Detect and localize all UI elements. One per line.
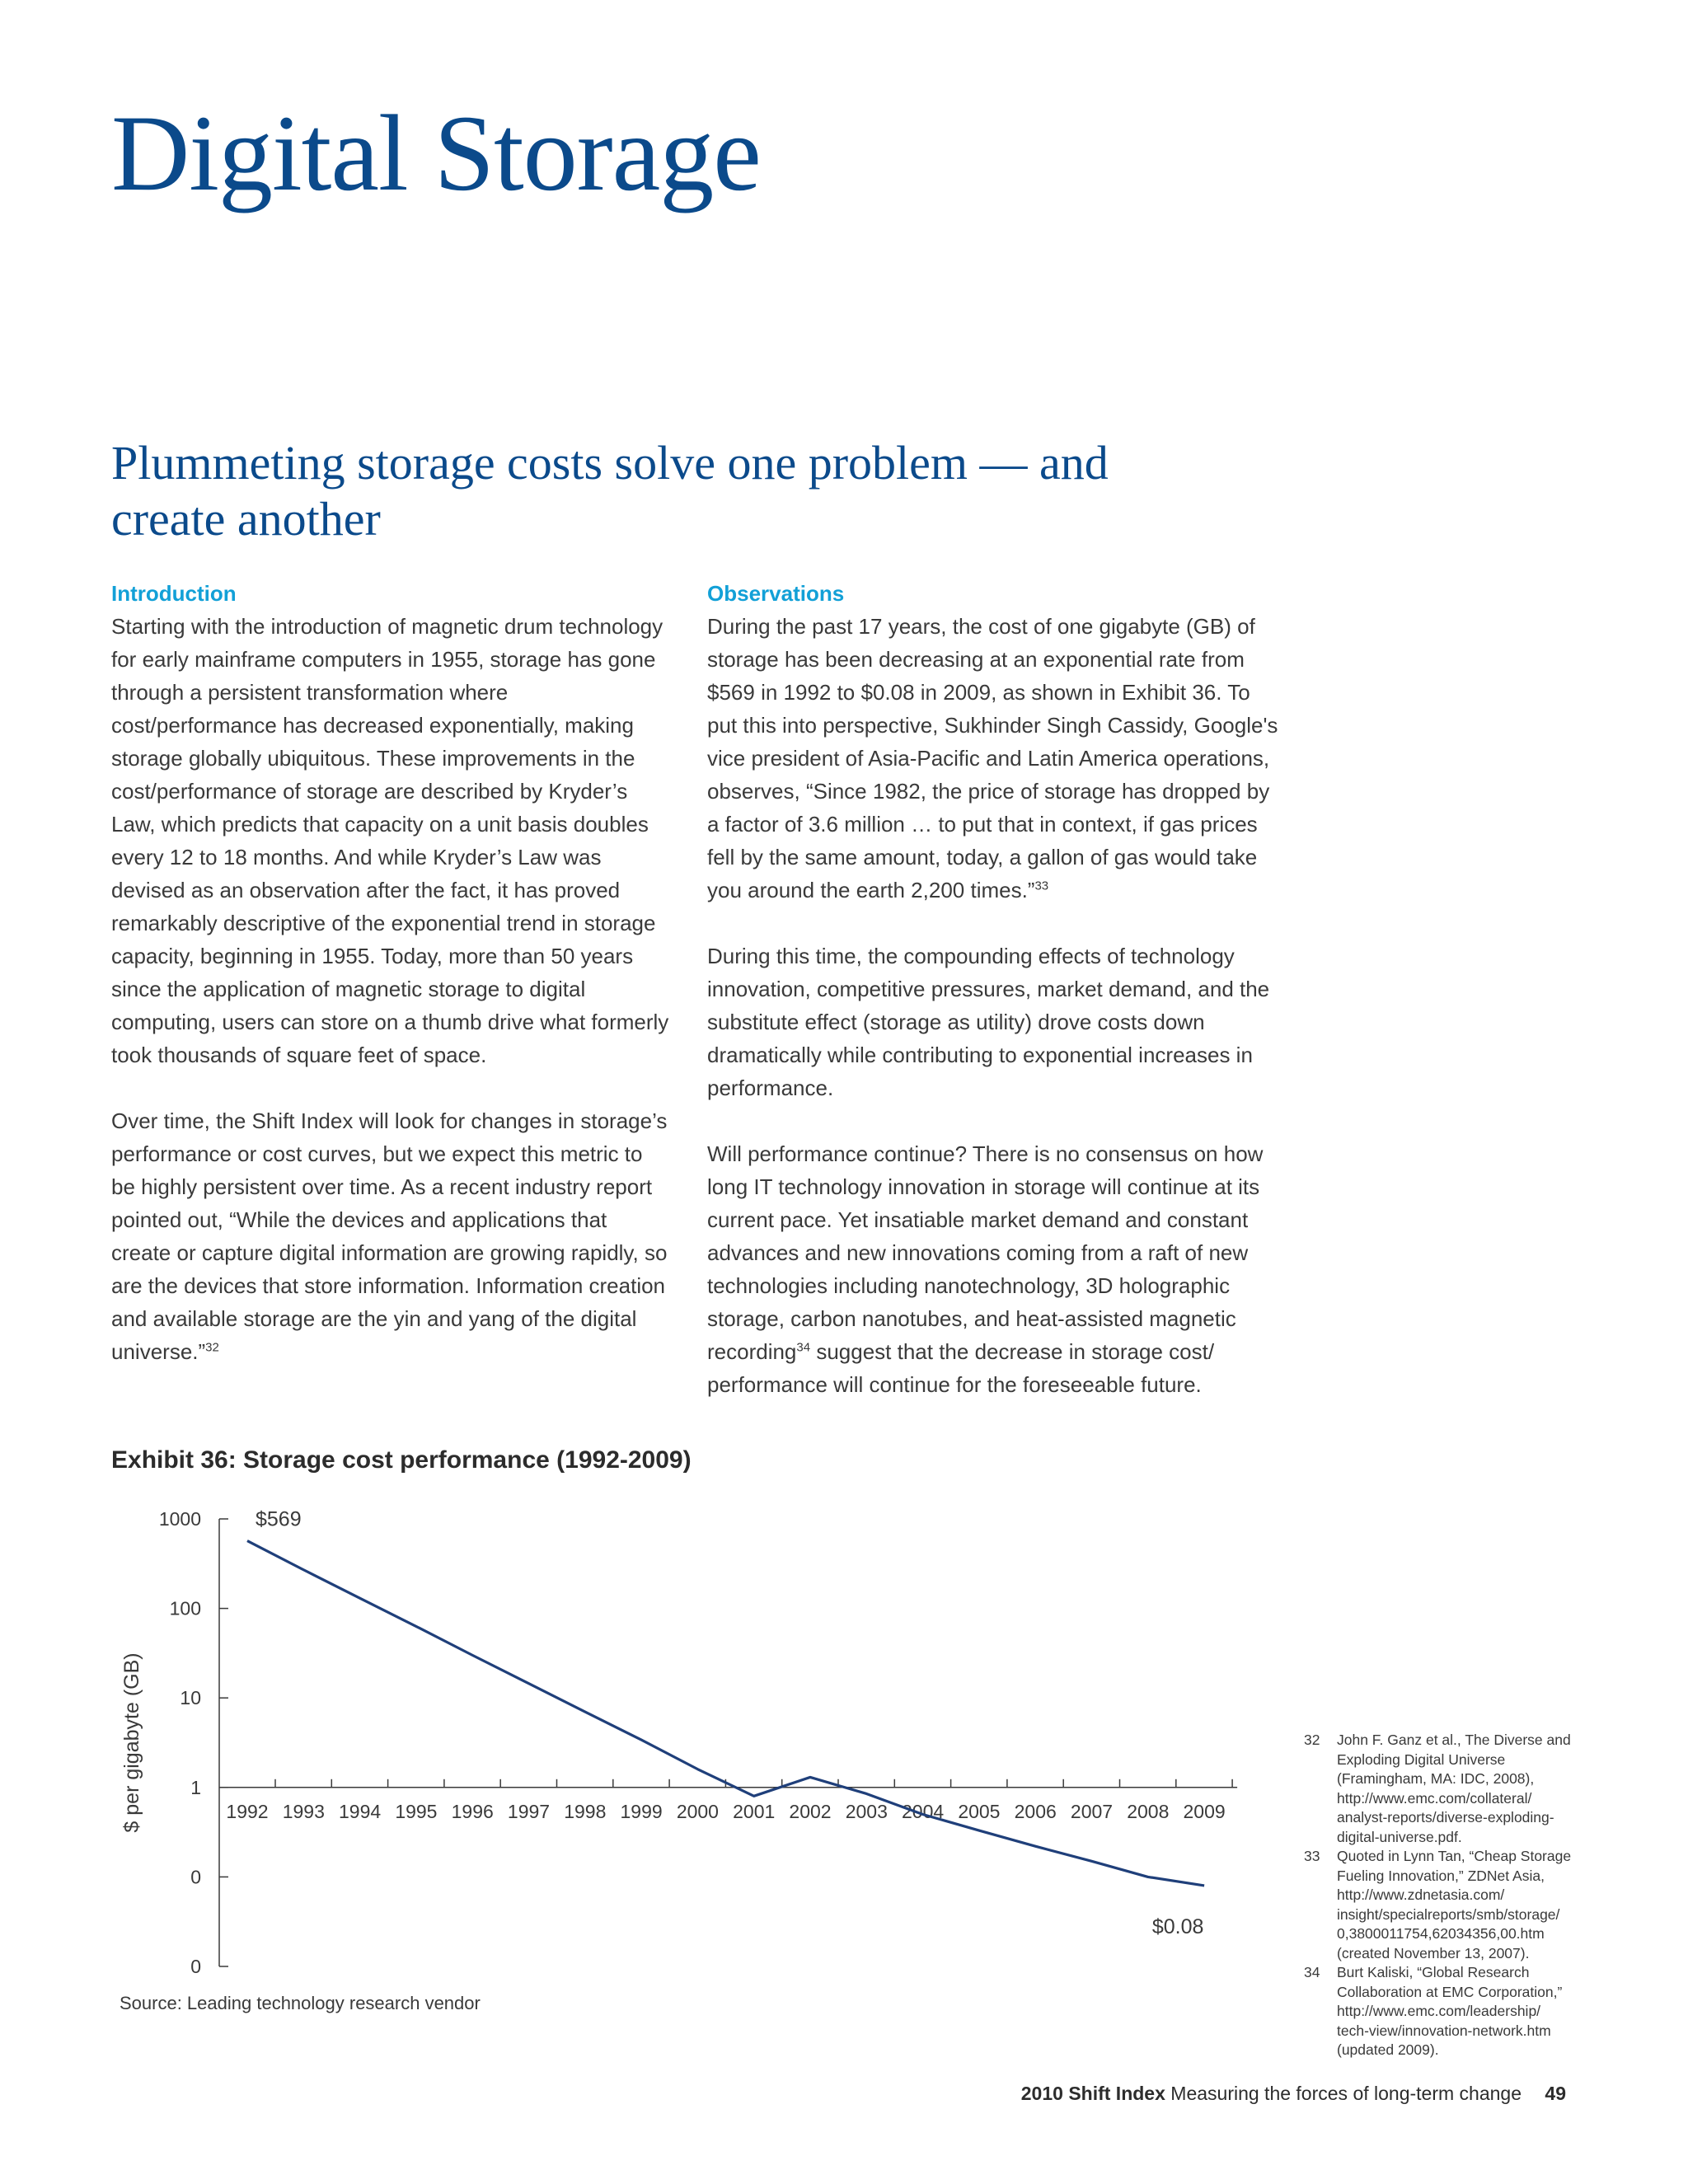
x-tick-label: 1992 — [226, 1801, 268, 1822]
footnote-number: 34 — [1304, 1964, 1320, 1980]
introduction-column: Introduction Starting with the introduct… — [111, 577, 672, 1401]
footnote-ref-32: 32 — [205, 1340, 219, 1355]
y-tick-label: 0 — [190, 1956, 201, 1977]
footnotes: 32 John F. Ganz et al., The Diverse and E… — [1304, 1731, 1576, 2060]
x-tick-label: 1995 — [395, 1801, 437, 1822]
exhibit-source: Source: Leading technology research vend… — [120, 1993, 481, 2013]
page-title: Digital Storage — [111, 92, 762, 213]
observations-heading: Observations — [707, 581, 845, 606]
x-tick-label: 2007 — [1071, 1801, 1113, 1822]
introduction-paragraph-1: Starting with the introduction of magnet… — [111, 610, 672, 1071]
footnote-34: 34 Burt Kaliski, “Global Research Collabo… — [1304, 1963, 1576, 2060]
x-tick-label: 1997 — [508, 1801, 550, 1822]
page-number: 49 — [1545, 2083, 1566, 2104]
footnote-ref-34: 34 — [796, 1340, 811, 1355]
x-tick-label: 2001 — [733, 1801, 775, 1822]
introduction-paragraph-2: Over time, the Shift Index will look for… — [111, 1104, 672, 1368]
x-tick-label: 1993 — [283, 1801, 325, 1822]
x-tick-label: 2002 — [789, 1801, 831, 1822]
y-tick-label: 0 — [190, 1866, 201, 1887]
footnote-33: 33 Quoted in Lynn Tan, “Cheap Storage Fue… — [1304, 1847, 1576, 1963]
page-subtitle: Plummeting storage costs solve one probl… — [111, 436, 1109, 546]
footnote-text: Burt Kaliski, “Global Research Collabora… — [1337, 1964, 1563, 2058]
footnote-32: 32 John F. Ganz et al., The Diverse and E… — [1304, 1731, 1576, 1847]
footer-tagline: Measuring the forces of long-term change — [1170, 2083, 1522, 2104]
y-tick-label: 1 — [190, 1777, 201, 1798]
x-tick-label: 1996 — [452, 1801, 494, 1822]
x-tick-label: 2003 — [846, 1801, 888, 1822]
observations-paragraph-1: During the past 17 years, the cost of on… — [707, 610, 1284, 907]
observations-column: Observations During the past 17 years, t… — [707, 577, 1284, 1434]
observations-paragraph-3: Will performance continue? There is no c… — [707, 1137, 1284, 1401]
x-tick-label: 1998 — [564, 1801, 606, 1822]
footnote-text: Quoted in Lynn Tan, “Cheap Storage Fueli… — [1337, 1848, 1572, 1961]
footnote-text: John F. Ganz et al., The Diverse and Exp… — [1337, 1732, 1571, 1845]
observations-paragraph-2-text: During this time, the compounding effect… — [707, 944, 1270, 1100]
introduction-paragraph-2-text: Over time, the Shift Index will look for… — [111, 1108, 668, 1364]
footer-brand: 2010 Shift Index — [1020, 2083, 1165, 2104]
y-axis-label: $ per gigabyte (GB) — [120, 1652, 143, 1832]
observations-paragraph-3-text-b: suggest that the decrease in storage cos… — [707, 1339, 1215, 1397]
footnote-number: 33 — [1304, 1848, 1320, 1864]
footnote-number: 32 — [1304, 1732, 1320, 1748]
x-tick-label: 2005 — [958, 1801, 1000, 1822]
annotation-start-value: $569 — [256, 1508, 302, 1531]
x-tick-label: 1999 — [621, 1801, 663, 1822]
series-line — [246, 1540, 1205, 1887]
x-tick-label: 2008 — [1127, 1801, 1169, 1822]
page-footer: 2010 Shift Index Measuring the forces of… — [1021, 2083, 1566, 2105]
introduction-paragraph-1-text: Starting with the introduction of magnet… — [111, 614, 669, 1067]
x-tick-label: 2006 — [1015, 1801, 1057, 1822]
footnote-ref-33: 33 — [1034, 879, 1049, 893]
y-tick-label: 10 — [180, 1687, 201, 1708]
y-tick-label: 100 — [170, 1598, 201, 1619]
introduction-heading: Introduction — [111, 581, 237, 606]
x-tick-label: 2004 — [902, 1801, 944, 1822]
annotation-end-value: $0.08 — [1152, 1915, 1204, 1938]
y-tick-label: 1000 — [159, 1508, 201, 1530]
x-tick-label: 1994 — [339, 1801, 381, 1822]
x-tick-label: 2000 — [677, 1801, 719, 1822]
observations-paragraph-1-text: During the past 17 years, the cost of on… — [707, 614, 1278, 902]
x-tick-label: 2009 — [1184, 1801, 1226, 1822]
exhibit-title: Exhibit 36: Storage cost performance (19… — [111, 1446, 692, 1474]
observations-paragraph-2: During this time, the compounding effect… — [707, 940, 1284, 1104]
observations-paragraph-3-text-a: Will performance continue? There is no c… — [707, 1141, 1264, 1364]
